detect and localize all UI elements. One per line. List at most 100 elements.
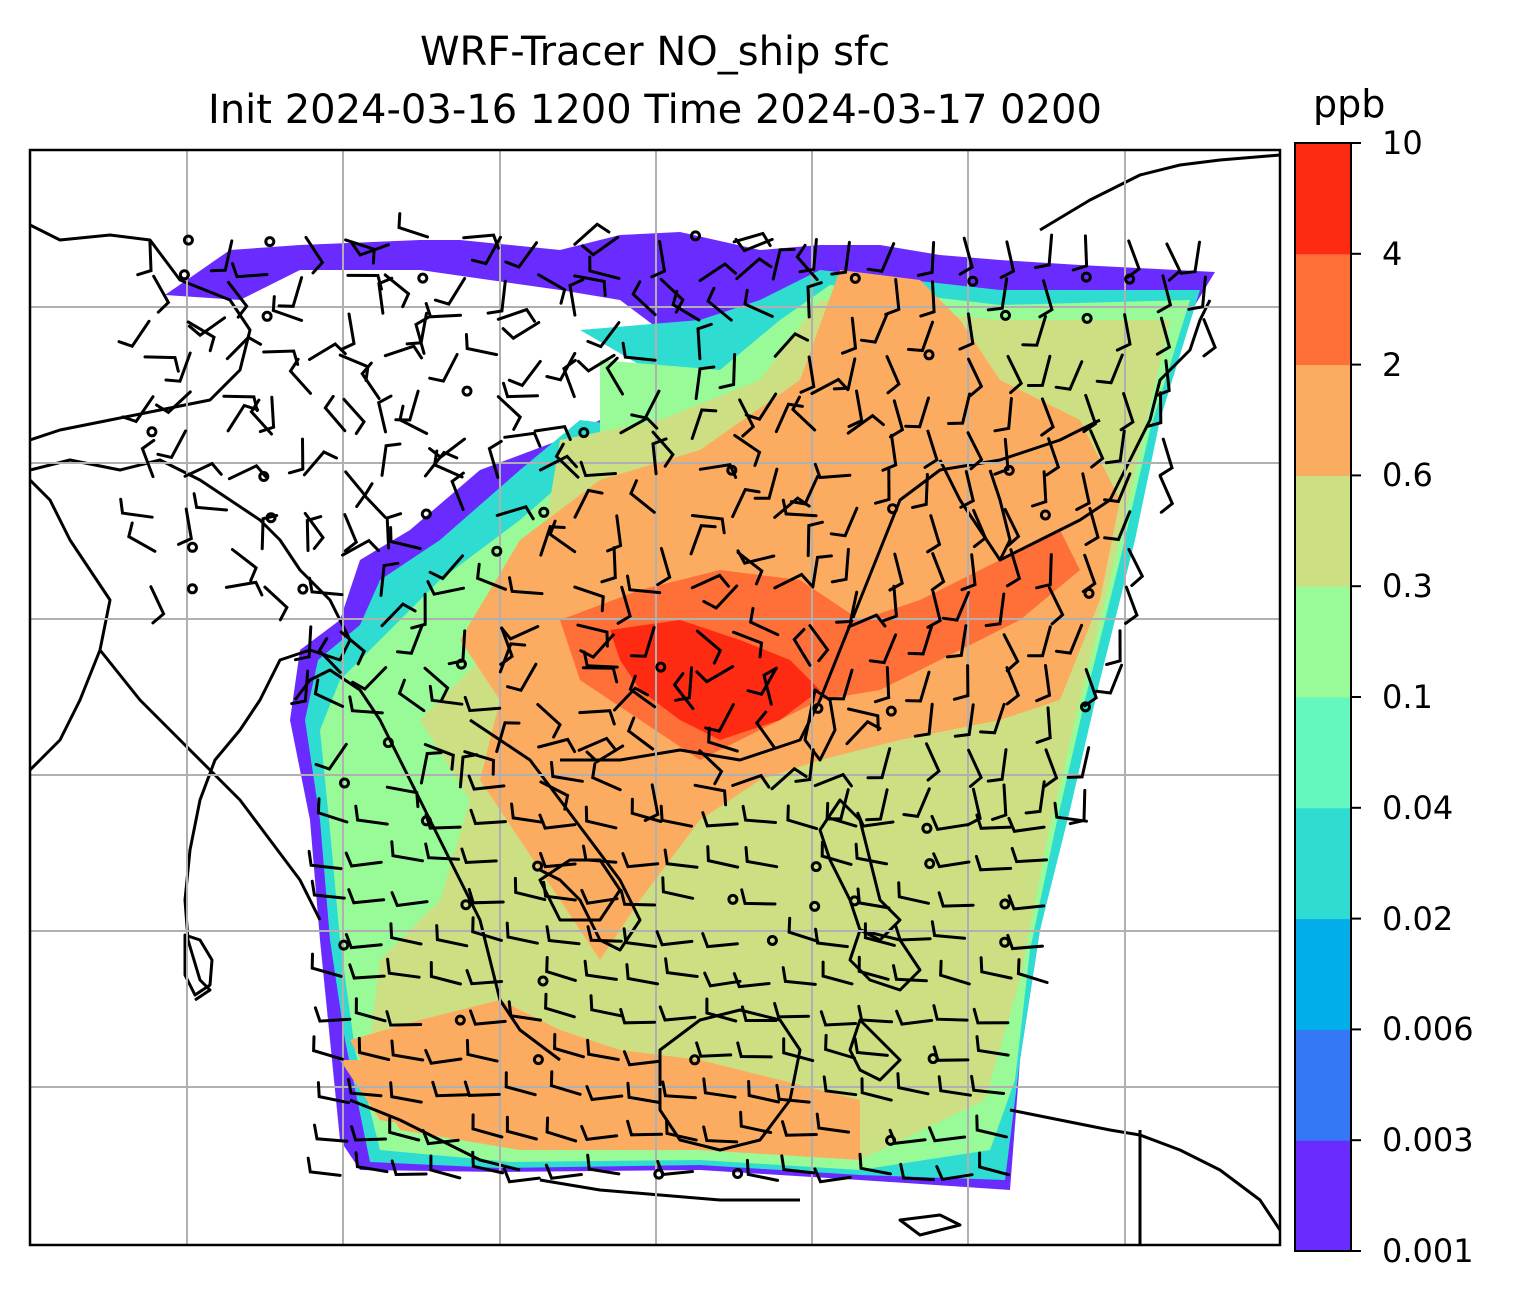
wind-barb — [932, 852, 971, 869]
wind-barb — [513, 876, 547, 902]
colorbar-band — [1295, 1140, 1351, 1252]
wind-barb — [136, 239, 153, 277]
wind-barb — [545, 351, 577, 382]
wind-barb — [414, 315, 430, 355]
wind-barb — [549, 1070, 582, 1096]
wind-barb — [894, 925, 932, 942]
wind-barb — [937, 1075, 972, 1097]
wind-barb — [536, 703, 562, 739]
wind-barb — [504, 241, 538, 269]
wind-barb — [748, 606, 780, 637]
wind-barb — [905, 670, 931, 703]
wind-barb — [376, 394, 393, 434]
wind-barb — [743, 288, 774, 318]
wind-barb — [433, 277, 467, 306]
wind-barb — [881, 584, 898, 623]
calm-marker — [537, 975, 549, 987]
wind-barb — [1095, 663, 1124, 695]
wind-barb — [885, 355, 901, 395]
wind-barb — [542, 880, 577, 902]
wind-barb — [672, 672, 695, 710]
wind-barb — [820, 840, 853, 866]
wind-barb — [545, 925, 581, 946]
wind-barb — [798, 238, 818, 274]
coastline-sulawesi — [848, 1018, 902, 1082]
wind-barb — [733, 433, 762, 467]
wind-barb — [1145, 391, 1163, 428]
wind-barb — [1089, 429, 1105, 469]
wind-barb — [426, 580, 465, 596]
calm-marker — [1003, 464, 1015, 476]
wind-barb — [582, 844, 618, 864]
wind-barb — [385, 785, 420, 809]
wind-barb — [619, 889, 657, 907]
wind-barb — [986, 748, 1008, 783]
wind-barb — [993, 437, 1010, 476]
wind-barb — [495, 721, 521, 754]
wind-barb — [1035, 664, 1052, 703]
wind-barb — [313, 1123, 349, 1143]
wind-barb — [781, 966, 817, 986]
wind-barb — [739, 1110, 773, 1134]
calm-marker — [885, 705, 897, 717]
calm-marker — [420, 815, 432, 827]
wind-barb — [773, 572, 813, 590]
wind-barb — [1119, 392, 1135, 432]
wind-barb — [689, 524, 717, 556]
wind-barb — [896, 1072, 930, 1096]
wind-barb — [357, 1036, 391, 1062]
wind-barb — [586, 321, 621, 349]
wind-barb — [573, 222, 611, 246]
wind-barb — [984, 592, 1006, 628]
wind-barb — [822, 1075, 858, 1097]
calm-marker — [999, 898, 1011, 910]
wind-barb — [744, 846, 779, 869]
wind-barb — [249, 398, 273, 436]
wind-barb — [396, 623, 424, 655]
wind-barb — [385, 512, 403, 550]
wind-barb — [813, 1167, 852, 1184]
wind-barb — [958, 236, 974, 276]
wind-barb — [1006, 354, 1024, 395]
wind-barb — [164, 351, 192, 383]
wind-barb — [874, 468, 891, 505]
wind-barb — [1003, 508, 1021, 548]
wind-barb — [545, 956, 577, 982]
wind-barb — [423, 450, 459, 478]
wind-barb — [1005, 548, 1022, 588]
wind-barb — [1095, 353, 1124, 385]
wind-barb — [865, 788, 889, 822]
wind-barb — [290, 669, 310, 706]
wind-barb — [423, 666, 450, 702]
wind-barb — [979, 956, 1013, 980]
wind-barb — [932, 1004, 969, 1022]
wind-barb — [1047, 586, 1065, 626]
wind-barb — [754, 710, 776, 749]
wind-barb — [504, 1071, 537, 1097]
wind-barb — [1007, 816, 1046, 833]
wind-barb — [225, 335, 263, 361]
wind-barb — [591, 762, 622, 792]
wind-barb — [354, 1151, 389, 1174]
wind-barb — [967, 748, 983, 788]
wind-barb — [821, 960, 854, 986]
wind-barb — [539, 851, 577, 869]
wind-barb — [626, 1081, 661, 1104]
wind-barb — [354, 997, 387, 1023]
wind-barb — [589, 994, 623, 1018]
wind-barb — [1053, 801, 1088, 823]
wind-barb — [545, 1116, 578, 1143]
colorbar-band — [1295, 364, 1351, 476]
calm-marker — [1081, 312, 1093, 324]
wind-barb — [775, 1083, 811, 1104]
wind-barb — [674, 666, 694, 702]
wind-barb — [911, 472, 929, 509]
wind-barb — [735, 257, 773, 281]
wind-barb — [313, 678, 345, 708]
wind-barb — [362, 482, 387, 519]
wind-barb — [1054, 623, 1084, 655]
wind-barb — [1165, 242, 1182, 282]
colorbar-ticks — [1351, 142, 1361, 1252]
wind-barb — [1002, 633, 1020, 673]
wind-barb — [736, 549, 776, 565]
